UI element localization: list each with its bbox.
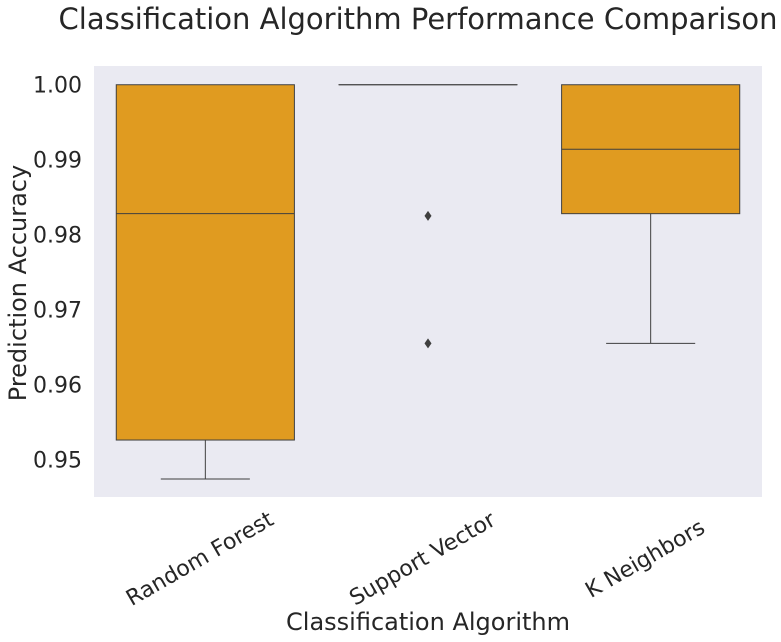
- x-axis-ticks: Random Forest Support Vector K Neighbors: [122, 507, 709, 612]
- y-tick-label: 0.95: [33, 449, 82, 474]
- box-group: [561, 84, 741, 344]
- outlier-point: [424, 338, 432, 349]
- boxes: [115, 84, 741, 480]
- outlier-point: [424, 210, 432, 221]
- y-tick-label: 0.98: [33, 224, 82, 249]
- chart-title: Classification Algorithm Performance Com…: [59, 2, 778, 36]
- box-iqr: [115, 84, 295, 441]
- x-tick-label: Support Vector: [345, 507, 500, 611]
- y-tick-label: 0.97: [33, 299, 82, 324]
- box-group: [115, 84, 295, 480]
- box-group: [338, 84, 518, 349]
- x-tick-label: K Neighbors: [581, 515, 709, 603]
- y-axis-ticks: 0.95 0.96 0.97 0.98 0.99 1.00: [33, 74, 82, 474]
- y-tick-label: 0.96: [33, 374, 82, 399]
- x-tick-label: Random Forest: [122, 507, 278, 612]
- y-tick-label: 1.00: [33, 74, 82, 99]
- y-axis-label: Prediction Accuracy: [4, 165, 32, 401]
- y-tick-label: 0.99: [33, 149, 82, 174]
- x-axis-label: Classification Algorithm: [286, 608, 570, 636]
